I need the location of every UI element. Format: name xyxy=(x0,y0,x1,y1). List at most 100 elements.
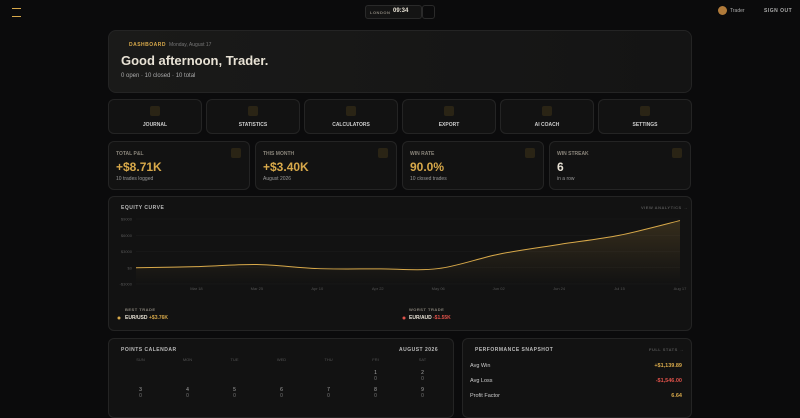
perf-label: Avg Loss xyxy=(470,378,493,384)
weekday: SAT xyxy=(418,357,427,362)
perf-value: -$1,546.00 xyxy=(655,378,682,384)
x-tick-label: Jul 15 xyxy=(614,286,625,291)
y-tick-label: $3000 xyxy=(121,249,133,254)
add-button[interactable] xyxy=(422,5,435,19)
nav-tile[interactable] xyxy=(304,99,398,134)
nav-label: AI COACH xyxy=(534,122,560,128)
worst-dot xyxy=(402,316,406,320)
worst-label: WORST TRADE xyxy=(409,307,445,312)
stat-label: THIS MONTH xyxy=(263,151,295,157)
day-points: 0 xyxy=(233,393,236,399)
day-points: 0 xyxy=(421,376,424,382)
stat-card xyxy=(402,141,544,190)
dashboard: LONDON 09:34 Trader SIGN OUT DASHBOARD M… xyxy=(12,5,793,418)
day-points: 0 xyxy=(374,376,377,382)
stat-icon xyxy=(231,148,241,158)
nav-icon xyxy=(444,106,454,116)
best-pair: EUR/USD xyxy=(125,315,148,321)
nav-icon xyxy=(640,106,650,116)
y-tick-label: $9000 xyxy=(121,217,133,222)
x-tick-label: Jun 24 xyxy=(553,286,566,291)
stat-label: WIN STREAK xyxy=(557,151,589,157)
x-tick-label: Jun 02 xyxy=(493,286,506,291)
greeting: Good afternoon, Trader. xyxy=(121,53,269,68)
y-tick-label: $6000 xyxy=(121,233,133,238)
day-points: 0 xyxy=(280,393,283,399)
equity-line xyxy=(135,220,681,271)
x-tick-label: Aug 17 xyxy=(674,286,687,291)
nav-icon xyxy=(346,106,356,116)
stat-sub: in a row xyxy=(557,176,575,182)
perf-label: Profit Factor xyxy=(470,393,500,399)
day-points: 0 xyxy=(421,393,424,399)
day-points: 0 xyxy=(374,393,377,399)
stat-label: WIN RATE xyxy=(410,151,435,157)
nav-icon xyxy=(248,106,258,116)
equity-chart: -$3000 $0 $3000 $6000 $9000 Mar 18 Mar 25 Apr 1… xyxy=(117,217,687,320)
nav-tile[interactable] xyxy=(206,99,300,134)
user-name[interactable]: Trader xyxy=(730,8,745,14)
avatar xyxy=(718,6,727,15)
weekday: WED xyxy=(276,357,287,362)
weekday: THU xyxy=(324,357,333,362)
nav-icon xyxy=(542,106,552,116)
day-number: 3 xyxy=(139,387,142,393)
stat-sub: 10 trades logged xyxy=(116,176,154,182)
weekday: SUN xyxy=(136,357,145,362)
stat-icon xyxy=(378,148,388,158)
nav-label: JOURNAL xyxy=(142,122,168,128)
perf-value: +$1,139.89 xyxy=(654,363,682,369)
day-number: 1 xyxy=(374,370,377,376)
stat-value: 6 xyxy=(557,160,564,174)
equity-title: EQUITY CURVE xyxy=(121,205,165,211)
x-tick-label: May 06 xyxy=(432,286,446,291)
calendar-title: POINTS CALENDAR xyxy=(121,347,177,353)
stat-sub: 10 closed trades xyxy=(410,176,447,182)
weekday: MON xyxy=(182,357,193,362)
performance-title: PERFORMANCE SNAPSHOT xyxy=(475,347,554,353)
nav-label: STATISTICS xyxy=(238,122,268,128)
menu-icon[interactable] xyxy=(12,8,21,17)
weekday: FRI xyxy=(372,357,379,362)
stat-sub: August 2026 xyxy=(263,176,292,182)
summary: 0 open · 10 closed · 10 total xyxy=(121,73,196,79)
best-dot xyxy=(117,316,121,320)
y-tick-label: $0 xyxy=(128,265,133,270)
clock: LONDON 09:34 xyxy=(365,5,422,19)
view-analytics[interactable]: VIEW ANALYTICS → xyxy=(641,205,688,210)
nav-label: EXPORT xyxy=(438,122,460,128)
worst-pair: EUR/AUD xyxy=(409,315,432,321)
stat-card xyxy=(108,141,250,190)
nav-label: SETTINGS xyxy=(632,122,658,128)
day-number: 2 xyxy=(421,370,424,376)
day-points: 0 xyxy=(186,393,189,399)
calendar-month[interactable]: AUGUST 2026 xyxy=(399,347,439,353)
stat-card xyxy=(549,141,691,190)
perf-label: Avg Win xyxy=(470,363,491,369)
stat-label: TOTAL P&L xyxy=(116,151,144,157)
nav-label: CALCULATORS xyxy=(332,122,370,128)
weekday: TUE xyxy=(230,357,239,362)
nav-tile[interactable] xyxy=(500,99,594,134)
x-tick-label: Apr 22 xyxy=(372,286,385,291)
day-number: 9 xyxy=(421,387,424,393)
best-label: BEST TRADE xyxy=(125,307,156,312)
stat-value: +$8.71K xyxy=(116,160,162,174)
full-stats[interactable]: FULL STATS → xyxy=(649,347,684,352)
stat-card xyxy=(255,141,397,190)
city: LONDON xyxy=(370,9,391,15)
y-tick-label: -$3000 xyxy=(120,282,133,287)
nav-icon xyxy=(150,106,160,116)
stat-value: 90.0% xyxy=(410,160,445,174)
stat-value: +$3.40K xyxy=(263,160,309,174)
nav-tile[interactable] xyxy=(598,99,692,134)
nav-tile[interactable] xyxy=(402,99,496,134)
section: DASHBOARD xyxy=(129,42,166,48)
sign-out[interactable]: SIGN OUT xyxy=(764,8,793,14)
date: Monday, August 17 xyxy=(169,42,212,48)
day-number: 5 xyxy=(233,387,236,393)
nav-tile[interactable] xyxy=(108,99,202,134)
day-points: 0 xyxy=(327,393,330,399)
stat-icon xyxy=(672,148,682,158)
page: LONDON 09:34 Trader SIGN OUT DASHBOARD M… xyxy=(12,5,793,418)
